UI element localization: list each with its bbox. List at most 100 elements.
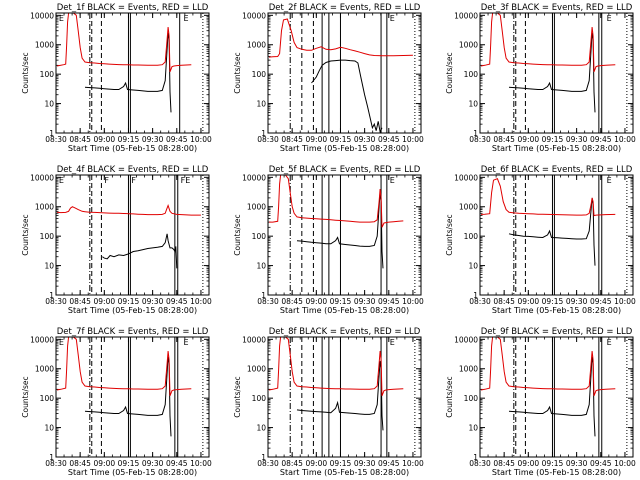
y-tick-label: 10 <box>44 262 54 271</box>
y-tick-label: 10000 <box>242 11 266 20</box>
plot-frame <box>55 336 210 458</box>
x-tick-label: 09:30 <box>354 297 376 306</box>
marker-label: E <box>607 176 612 185</box>
series-lld-line <box>268 18 413 58</box>
x-tick-label: 09:45 <box>378 135 400 144</box>
x-tick-label: 09:15 <box>118 459 140 468</box>
x-tick-label: 08:30 <box>257 297 279 306</box>
y-tick-label: 1000 <box>459 365 478 374</box>
y-tick-label: 1000 <box>247 41 266 50</box>
plot-frame <box>267 12 422 134</box>
x-tick-label: 10:00 <box>402 459 424 468</box>
y-tick-label: 100 <box>40 394 55 403</box>
series-events-line <box>508 197 596 266</box>
plot-frame <box>267 174 422 296</box>
x-tick-label: 08:30 <box>45 297 67 306</box>
y-tick-label: 10 <box>468 424 478 433</box>
y-tick-label: 10000 <box>30 11 54 20</box>
panel-title: Det_7f BLACK = Events, RED = LLD <box>57 327 209 337</box>
panel-1: Det_1f BLACK = Events, RED = LLD 1 10 100 10… <box>21 3 212 153</box>
y-tick-label: 1000 <box>35 365 54 374</box>
x-tick-label: 09:30 <box>354 135 376 144</box>
marker-label: E <box>184 338 189 347</box>
x-tick-label: 09:45 <box>166 135 188 144</box>
y-tick-label: 1 <box>473 453 478 462</box>
y-axis-label: Counts/sec <box>445 214 454 255</box>
y-tick-label: 10 <box>256 424 266 433</box>
x-tick-label: 10:00 <box>614 135 636 144</box>
y-tick-label: 10 <box>468 262 478 271</box>
x-tick-label: 09:00 <box>518 459 540 468</box>
x-axis-label: Start Time (05-Feb-15 08:28:00) <box>68 306 197 315</box>
x-tick-label: 08:30 <box>45 135 67 144</box>
x-tick-label: 09:00 <box>306 297 328 306</box>
x-tick-label: 09:15 <box>118 297 140 306</box>
x-tick-label: 08:30 <box>469 297 491 306</box>
y-tick-label: 100 <box>464 394 479 403</box>
marker-label: E <box>390 176 395 185</box>
panel-title: Det_2f BLACK = Events, RED = LLD <box>269 3 421 13</box>
x-tick-label: 09:45 <box>590 297 612 306</box>
plot-frame <box>55 12 210 134</box>
y-tick-label: 100 <box>40 232 55 241</box>
x-tick-label: 10:00 <box>402 297 424 306</box>
x-tick-label: 09:15 <box>330 459 352 468</box>
x-tick-label: 08:45 <box>281 297 303 306</box>
y-axis-label: Counts/sec <box>233 376 242 417</box>
x-tick-label: 08:45 <box>69 459 91 468</box>
marker-label: F <box>104 176 109 185</box>
plot-frame <box>479 12 634 134</box>
x-tick-label: 09:45 <box>378 459 400 468</box>
panel-title: Det_5f BLACK = Events, RED = LLD <box>269 165 421 175</box>
y-axis-label: Counts/sec <box>445 52 454 93</box>
y-tick-label: 1 <box>261 129 266 138</box>
x-tick-label: 09:00 <box>306 459 328 468</box>
series-lld-line <box>480 12 616 72</box>
marker-label: FE <box>181 176 191 185</box>
x-tick-label: 09:45 <box>590 459 612 468</box>
x-tick-label: 09:15 <box>118 135 140 144</box>
y-tick-label: 1 <box>49 291 54 300</box>
y-tick-label: 1 <box>473 291 478 300</box>
x-axis-label: Start Time (05-Feb-15 08:28:00) <box>280 468 409 477</box>
y-tick-label: 1000 <box>459 41 478 50</box>
x-tick-label: 09:45 <box>590 135 612 144</box>
x-tick-label: 08:45 <box>493 459 515 468</box>
panel-3: Det_3f BLACK = Events, RED = LLD 1 10 100 10… <box>445 3 636 153</box>
y-tick-label: 100 <box>252 70 267 79</box>
x-tick-label: 09:30 <box>142 135 164 144</box>
x-tick-label: 10:00 <box>402 135 424 144</box>
marker-label: E <box>390 14 395 23</box>
x-tick-label: 08:30 <box>469 135 491 144</box>
x-tick-label: 08:45 <box>69 135 91 144</box>
x-tick-label: 09:30 <box>142 459 164 468</box>
x-tick-label: 08:45 <box>493 297 515 306</box>
x-axis-label: Start Time (05-Feb-15 08:28:00) <box>68 468 197 477</box>
series-lld-line <box>268 336 404 396</box>
panel-8: Det_8f BLACK = Events, RED = LLD 1 10 100 10… <box>233 327 424 477</box>
plot-frame <box>55 174 210 296</box>
series-events-line <box>84 32 172 113</box>
x-tick-label: 09:00 <box>94 297 116 306</box>
x-tick-label: 09:30 <box>566 459 588 468</box>
x-axis-label: Start Time (05-Feb-15 08:28:00) <box>280 144 409 153</box>
x-tick-label: 09:15 <box>542 459 564 468</box>
y-tick-label: 10000 <box>454 173 478 182</box>
series-lld-line <box>56 204 201 216</box>
panel-7: Det_7f BLACK = Events, RED = LLD 1 10 100 10… <box>21 327 212 477</box>
x-axis-label: Start Time (05-Feb-15 08:28:00) <box>280 306 409 315</box>
panel-title: Det_6f BLACK = Events, RED = LLD <box>481 165 633 175</box>
y-tick-label: 10000 <box>30 173 54 182</box>
series-lld-line <box>480 336 616 396</box>
y-tick-label: 10000 <box>30 335 54 344</box>
x-tick-label: 08:45 <box>69 297 91 306</box>
y-tick-label: 100 <box>252 232 267 241</box>
x-axis-label: Start Time (05-Feb-15 08:28:00) <box>68 144 197 153</box>
panel-6: Det_6f BLACK = Events, RED = LLD 1 10 100 10… <box>445 165 636 315</box>
y-axis-label: Counts/sec <box>21 52 30 93</box>
y-tick-label: 10000 <box>454 335 478 344</box>
x-tick-label: 09:45 <box>166 459 188 468</box>
x-tick-label: 09:45 <box>378 297 400 306</box>
x-tick-label: 09:00 <box>94 459 116 468</box>
series-events-line <box>508 32 596 113</box>
